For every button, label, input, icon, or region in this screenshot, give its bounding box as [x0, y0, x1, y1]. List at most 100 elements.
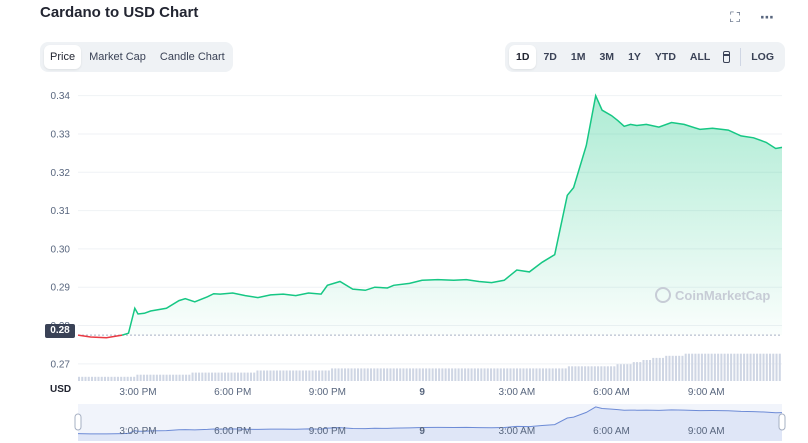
volume-bar — [149, 374, 152, 381]
tab-candle-chart[interactable]: Candle Chart — [159, 51, 225, 63]
volume-bar — [707, 353, 710, 381]
volume-bar — [399, 368, 402, 381]
volume-bar — [567, 366, 570, 381]
navigator-tick-label: 6:00 AM — [593, 426, 630, 437]
volume-bar — [405, 368, 408, 381]
volume-bar — [512, 368, 515, 381]
volume-bar — [279, 370, 282, 381]
range-tabs: 1D 7D 1M 3M 1Y YTD ALL LOG — [505, 42, 785, 72]
volume-bar — [97, 376, 100, 381]
volume-bar — [318, 370, 321, 381]
volume-bar — [418, 368, 421, 381]
volume-bar — [382, 368, 386, 381]
expand-icon[interactable]: ⛶ — [730, 9, 740, 25]
volume-bar — [451, 368, 454, 381]
range-3m[interactable]: 3M — [599, 51, 615, 63]
volume-bar — [441, 368, 444, 381]
volume-bar — [697, 353, 700, 381]
volume-bar — [90, 376, 94, 381]
range-1y[interactable]: 1Y — [628, 51, 641, 63]
volume-bar — [636, 362, 639, 381]
volume-bar — [87, 376, 90, 381]
volume-bar — [262, 370, 265, 381]
volume-bar — [551, 368, 554, 381]
volume-bar — [327, 370, 330, 381]
y-tick-label: 0.32 — [51, 168, 71, 179]
calendar-icon[interactable] — [723, 51, 730, 63]
volume-bar — [502, 368, 506, 381]
volume-bar — [253, 372, 256, 381]
volume-bar — [739, 353, 742, 381]
volume-bar — [311, 370, 314, 381]
volume-bar — [671, 355, 674, 381]
navigator-handle-left[interactable] — [74, 413, 82, 431]
volume-bar — [78, 376, 81, 381]
volume-bar — [558, 368, 561, 381]
volume-bar — [473, 368, 476, 381]
volume-bar — [431, 368, 434, 381]
volume-bar — [746, 353, 749, 381]
price-line-down — [77, 334, 123, 339]
volume-bar — [386, 368, 389, 381]
volume-bar — [233, 372, 236, 381]
volume-bar — [223, 372, 227, 381]
volume-bar — [259, 370, 262, 381]
volume-bar — [236, 372, 240, 381]
tab-price[interactable]: Price — [44, 45, 82, 69]
volume-bar — [648, 360, 652, 381]
volume-bar — [730, 353, 733, 381]
volume-bar — [749, 353, 752, 381]
volume-bar — [493, 368, 496, 381]
volume-bar — [395, 368, 398, 381]
volume-bar — [642, 360, 645, 381]
volume-bar — [181, 374, 184, 381]
volume-bar — [305, 370, 308, 381]
volume-bar — [772, 353, 775, 381]
volume-bar — [759, 353, 762, 381]
volume-bar — [428, 368, 431, 381]
volume-bar — [282, 370, 285, 381]
volume-bar — [415, 368, 418, 381]
range-all[interactable]: ALL — [689, 51, 711, 63]
y-tick-label: 0.29 — [51, 283, 71, 294]
range-1m[interactable]: 1M — [570, 51, 586, 63]
volume-bar — [483, 368, 486, 381]
volume-bar — [211, 372, 214, 381]
volume-bar — [454, 368, 457, 381]
more-icon[interactable]: ⋯ — [760, 9, 774, 25]
volume-bar — [548, 368, 551, 381]
y-tick-label: 0.30 — [51, 244, 71, 255]
volume-bar — [207, 372, 210, 381]
range-1d[interactable]: 1D — [509, 45, 537, 69]
range-navigator[interactable]: 3:00 PM 6:00 PM 9:00 PM 9 3:00 AM 6:00 AM 9:00… — [74, 404, 786, 441]
tab-market-cap[interactable]: Market Cap — [89, 51, 146, 63]
volume-bar — [321, 370, 324, 381]
range-7d[interactable]: 7D — [543, 51, 557, 63]
volume-bar — [275, 370, 278, 381]
volume-bar — [392, 368, 395, 381]
volume-bar — [152, 374, 155, 381]
volume-bar — [353, 368, 356, 381]
log-toggle[interactable]: LOG — [751, 51, 774, 63]
volume-bar — [600, 366, 603, 381]
volume-bar — [571, 366, 574, 381]
volume-bar — [597, 366, 600, 381]
y-tick-label: 0.34 — [51, 91, 71, 102]
volume-bar — [191, 372, 194, 381]
volume-bar — [606, 366, 609, 381]
volume-bar — [460, 368, 463, 381]
volume-bars — [78, 353, 781, 381]
current-price-tag: 0.28 — [45, 324, 75, 338]
volume-bar — [561, 368, 564, 381]
volume-bar — [444, 368, 447, 381]
volume-bar — [123, 376, 126, 381]
volume-bar — [344, 368, 347, 381]
volume-bar — [113, 376, 116, 381]
navigator-handle-right[interactable] — [778, 413, 786, 431]
volume-bar — [756, 353, 759, 381]
range-ytd[interactable]: YTD — [654, 51, 676, 63]
volume-bar — [486, 368, 489, 381]
volume-bar — [658, 357, 661, 381]
volume-bar — [769, 353, 772, 381]
